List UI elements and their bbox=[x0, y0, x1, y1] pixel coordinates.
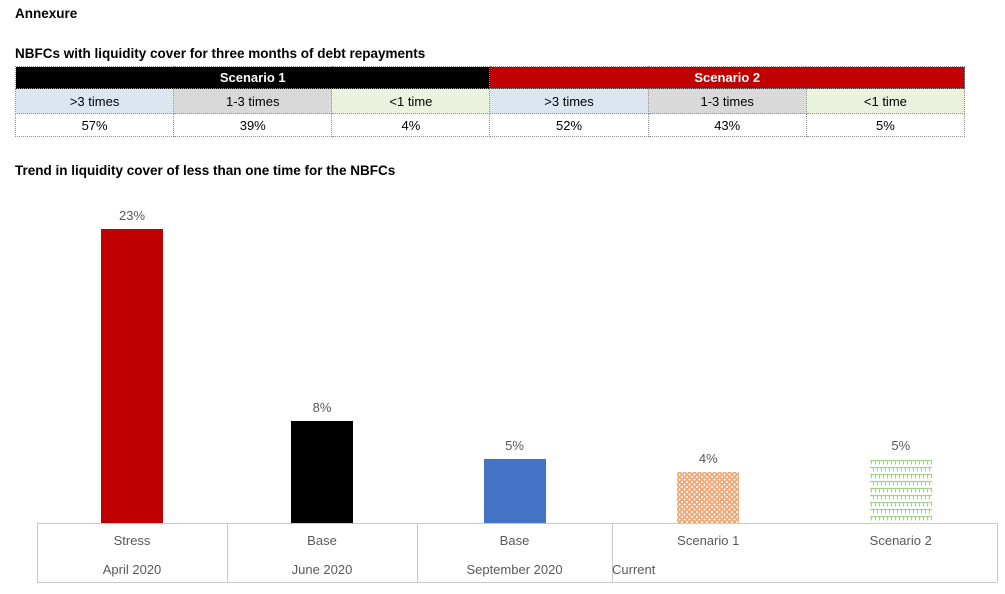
table-cell-value: 52% bbox=[489, 113, 649, 137]
axis-label-scenario-2: Scenario 2 bbox=[869, 533, 932, 548]
x-axis-line bbox=[37, 523, 997, 524]
axis-separator bbox=[227, 523, 228, 582]
table-cell-value: 57% bbox=[14, 113, 175, 137]
bar-base-1 bbox=[291, 421, 353, 523]
bar-value-label: 8% bbox=[312, 400, 332, 415]
table-cell-value: 5% bbox=[805, 113, 966, 137]
bar-value-label: 5% bbox=[505, 438, 524, 453]
table-cell-value: 39% bbox=[173, 113, 333, 137]
page-title: Annexure bbox=[15, 6, 78, 21]
table-group-row: Scenario 1 Scenario 2 bbox=[14, 66, 965, 89]
axis-separator bbox=[612, 523, 613, 582]
period-label-june-2020: June 2020 bbox=[291, 562, 353, 577]
bar-value-label: 5% bbox=[891, 438, 911, 453]
bar-value-label: 4% bbox=[698, 451, 718, 466]
axis-label-stress: Stress bbox=[113, 533, 151, 548]
axis-band-bottom-line bbox=[37, 582, 997, 583]
period-label-current: Current bbox=[612, 562, 656, 577]
table-col-header: 1-3 times bbox=[647, 88, 807, 114]
axis-label-base: Base bbox=[499, 533, 530, 548]
axis-separator bbox=[417, 523, 418, 582]
axis-separator bbox=[997, 523, 998, 582]
bar-stress-0 bbox=[101, 229, 163, 523]
period-label-september-2020: September 2020 bbox=[466, 562, 563, 577]
table-title: NBFCs with liquidity cover for three mon… bbox=[15, 46, 426, 61]
table-group-scenario-2: Scenario 2 bbox=[489, 66, 965, 89]
weave-pattern bbox=[869, 459, 932, 523]
bar-scenario-1-3 bbox=[677, 472, 740, 523]
table-cell-value: 4% bbox=[331, 113, 491, 137]
table-group-scenario-1: Scenario 1 bbox=[14, 66, 491, 89]
period-label-april-2020: April 2020 bbox=[102, 562, 162, 577]
table-col-header: >3 times bbox=[14, 88, 175, 114]
bar-value-label: 23% bbox=[118, 208, 146, 223]
axis-separator bbox=[37, 523, 38, 582]
bar-base-2 bbox=[483, 459, 546, 523]
table-value-row: 57% 39% 4% 52% 43% 5% bbox=[14, 113, 966, 137]
axis-label-base: Base bbox=[307, 533, 337, 548]
liquidity-cover-table: Scenario 1 Scenario 2 >3 times 1-3 times… bbox=[14, 66, 966, 137]
table-cell-value: 43% bbox=[647, 113, 807, 137]
bar-scenario-2-4 bbox=[869, 459, 932, 523]
axis-label-scenario-1: Scenario 1 bbox=[677, 533, 740, 548]
chart-title: Trend in liquidity cover of less than on… bbox=[15, 163, 396, 178]
